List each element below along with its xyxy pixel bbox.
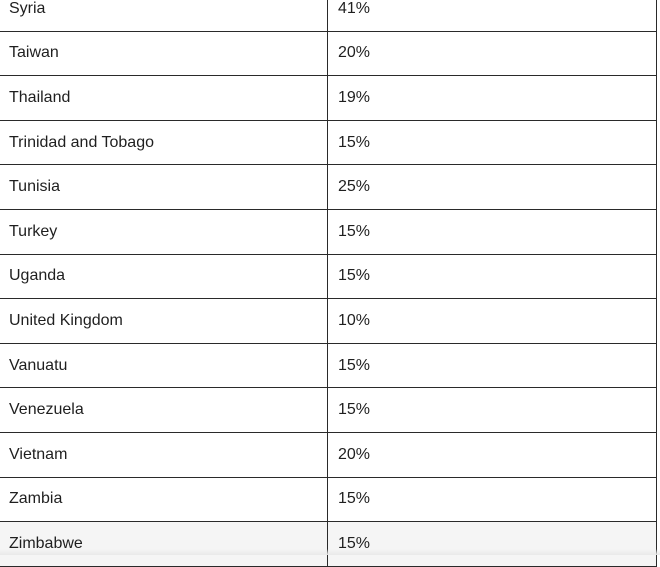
- rate-cell: 15%: [327, 253, 657, 300]
- country-cell: Tunisia: [0, 164, 328, 210]
- country-cell: Vanuatu: [0, 342, 328, 389]
- country-cell: Zambia: [0, 476, 328, 523]
- table-row: Thailand 19%: [0, 75, 657, 121]
- country-cell: Vietnam: [0, 431, 328, 478]
- country-cell: Venezuela: [0, 387, 328, 433]
- table-row: Venezuela 15%: [0, 387, 657, 433]
- rate-cell: 19%: [327, 75, 657, 121]
- bottom-scroll-fade: [0, 549, 660, 555]
- rate-cell: 15%: [327, 208, 657, 255]
- rate-cell: 20%: [327, 431, 657, 478]
- country-cell: United Kingdom: [0, 298, 328, 344]
- table-row: Syria 41%: [0, 0, 657, 32]
- table-row: Zambia 15%: [0, 476, 657, 523]
- table-row: Vietnam 20%: [0, 431, 657, 478]
- rate-cell: 41%: [327, 0, 657, 32]
- rate-cell: 25%: [327, 164, 657, 210]
- rate-cell: 20%: [327, 30, 657, 77]
- rate-cell: 15%: [327, 387, 657, 433]
- table-row: Zimbabwe 15%: [0, 521, 657, 567]
- table-row: Trinidad and Tobago 15%: [0, 119, 657, 166]
- country-cell: Trinidad and Tobago: [0, 119, 328, 166]
- country-cell: Turkey: [0, 208, 328, 255]
- table-row: Taiwan 20%: [0, 30, 657, 77]
- rate-cell: 15%: [327, 342, 657, 389]
- country-cell: Uganda: [0, 253, 328, 300]
- country-cell: Syria: [0, 0, 328, 32]
- rate-cell: 15%: [327, 476, 657, 523]
- country-cell: Taiwan: [0, 30, 328, 77]
- table-row: United Kingdom 10%: [0, 298, 657, 344]
- table-row: Tunisia 25%: [0, 164, 657, 210]
- table-row: Uganda 15%: [0, 253, 657, 300]
- country-cell: Zimbabwe: [0, 521, 328, 567]
- rate-cell: 15%: [327, 521, 657, 567]
- rate-cell: 15%: [327, 119, 657, 166]
- country-cell: Thailand: [0, 75, 328, 121]
- table-row: Vanuatu 15%: [0, 342, 657, 389]
- table-row: Turkey 15%: [0, 208, 657, 255]
- rate-cell: 10%: [327, 298, 657, 344]
